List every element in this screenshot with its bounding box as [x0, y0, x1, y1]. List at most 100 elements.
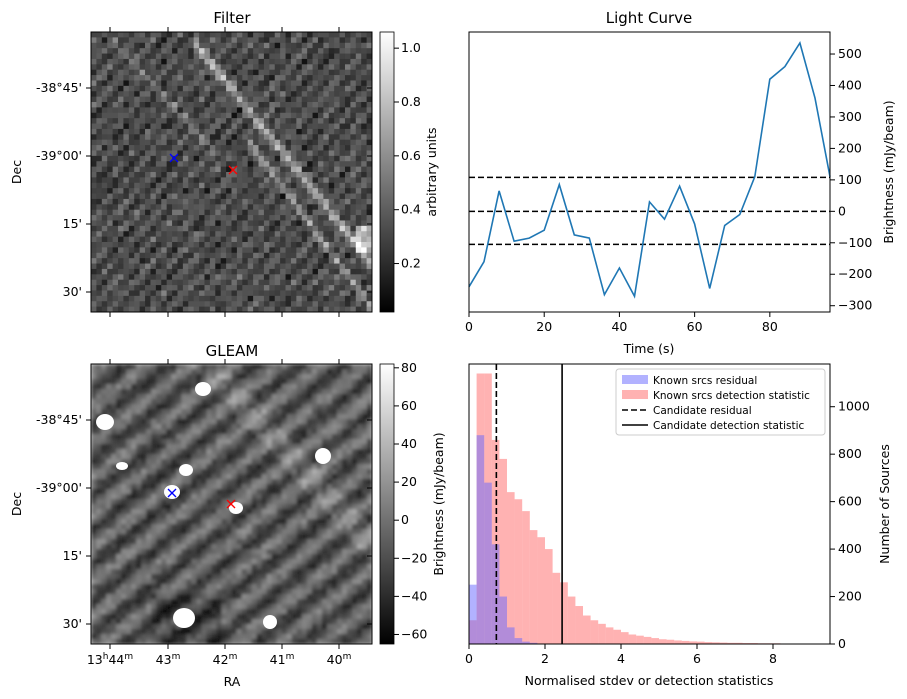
gleam-pixel: [101, 384, 107, 390]
filter-pixel: [166, 204, 173, 211]
filter-pixel: [263, 166, 270, 173]
gleam-pixel: [276, 614, 283, 620]
gleam-pixel: [281, 419, 288, 425]
filter-pixel: [188, 80, 195, 87]
filter-pixel: [301, 145, 308, 151]
filter-pixel: [301, 198, 308, 205]
filter-pixel: [182, 85, 189, 92]
gleam-pixel: [156, 549, 162, 555]
filter-pixel: [269, 290, 276, 297]
filter-pixel: [182, 306, 189, 313]
filter-pixel: [139, 150, 146, 157]
filter-pixel: [182, 220, 189, 227]
filter-pixel: [350, 161, 357, 168]
gleam-pixel: [96, 639, 102, 645]
gleam-pixel: [211, 609, 217, 615]
filter-pixel: [355, 172, 362, 178]
filter-pixel: [172, 118, 178, 124]
gleam-pixel: [176, 509, 182, 515]
filter-pixel: [242, 215, 249, 221]
filter-pixel: [323, 107, 330, 114]
gleam-pixel: [226, 589, 232, 595]
filter-pixel: [344, 53, 351, 60]
filter-pixel: [231, 139, 238, 146]
filter-pixel: [161, 91, 168, 98]
gleam-pixel: [286, 464, 293, 470]
filter-pixel: [290, 32, 297, 38]
filter-pixel: [101, 118, 108, 124]
gleam-pixel: [216, 504, 222, 510]
gleam-pixel: [106, 634, 112, 640]
filter-pixel: [209, 193, 216, 200]
gleam-pixel: [286, 444, 293, 450]
filter-pixel: [307, 306, 313, 313]
filter-pixel: [231, 268, 238, 275]
filter-pixel: [236, 236, 243, 243]
filter-pixel: [274, 301, 281, 308]
gleam-pixel: [141, 389, 147, 395]
filter-pixel: [339, 112, 346, 119]
filter-pixel: [134, 258, 141, 264]
filter-pixel: [344, 252, 351, 259]
filter-pixel: [107, 112, 114, 119]
filter-pixel: [350, 258, 357, 264]
gleam-pixel: [151, 624, 157, 630]
filter-pixel: [209, 161, 216, 168]
gleam-pixel: [116, 589, 122, 595]
gleam-pixel: [271, 564, 278, 570]
gleam-pixel: [111, 389, 117, 395]
filter-pixel: [215, 107, 222, 114]
filter-pixel: [166, 188, 173, 194]
gleam-pixel: [156, 424, 162, 430]
filter-pixel: [317, 252, 324, 259]
gleam-pixel: [96, 459, 102, 465]
filter-pixel: [317, 139, 324, 146]
filter-pixel: [150, 225, 157, 232]
gleam-pixel: [221, 489, 227, 495]
gleam-pixel: [186, 479, 192, 485]
gleam-pixel: [226, 604, 232, 610]
filter-pixel: [150, 139, 157, 146]
gleam-pixel: [106, 534, 112, 540]
filter-pixel: [350, 247, 357, 254]
filter-pixel: [128, 247, 135, 254]
gleam-pixel: [216, 429, 222, 435]
gleam-pixel: [131, 389, 137, 395]
filter-pixel: [188, 177, 195, 184]
gleam-pixel: [111, 604, 117, 610]
gleam-pixel: [196, 419, 202, 425]
gleam-pixel: [106, 624, 112, 630]
filter-pixel: [161, 102, 168, 108]
filter-pixel: [290, 75, 297, 81]
filter-pixel: [204, 215, 211, 221]
filter-pixel: [334, 128, 340, 135]
filter-pixel: [312, 155, 319, 162]
gleam-pixel: [106, 594, 112, 600]
filter-pixel: [269, 209, 276, 216]
filter-pixel: [101, 242, 108, 248]
gleam-pixel: [231, 559, 238, 565]
gleam-pixel: [121, 379, 127, 385]
gleam-pixel: [181, 484, 187, 490]
filter-pixel: [280, 85, 286, 92]
gleam-pixel: [211, 454, 217, 460]
filter-pixel: [339, 96, 346, 103]
filter-pixel: [280, 107, 286, 114]
gleam-pixel: [246, 479, 253, 485]
filter-pixel: [128, 209, 135, 216]
gleam-pixel: [276, 499, 283, 505]
gleam-pixel: [116, 639, 122, 645]
filter-pixel: [123, 53, 130, 60]
gleam-pixel: [161, 409, 167, 415]
gleam-pixel: [101, 494, 107, 500]
filter-pixel: [128, 274, 135, 281]
filter-pixel: [118, 290, 124, 297]
gleam-pixel: [146, 579, 152, 585]
filter-pixel: [328, 85, 335, 92]
filter-pixel: [188, 37, 195, 44]
gleam-pixel: [276, 479, 283, 485]
gleam-pixel: [196, 514, 202, 520]
gleam-pixel: [241, 444, 248, 450]
filter-pixel: [263, 48, 270, 54]
filter-pixel: [312, 242, 319, 248]
